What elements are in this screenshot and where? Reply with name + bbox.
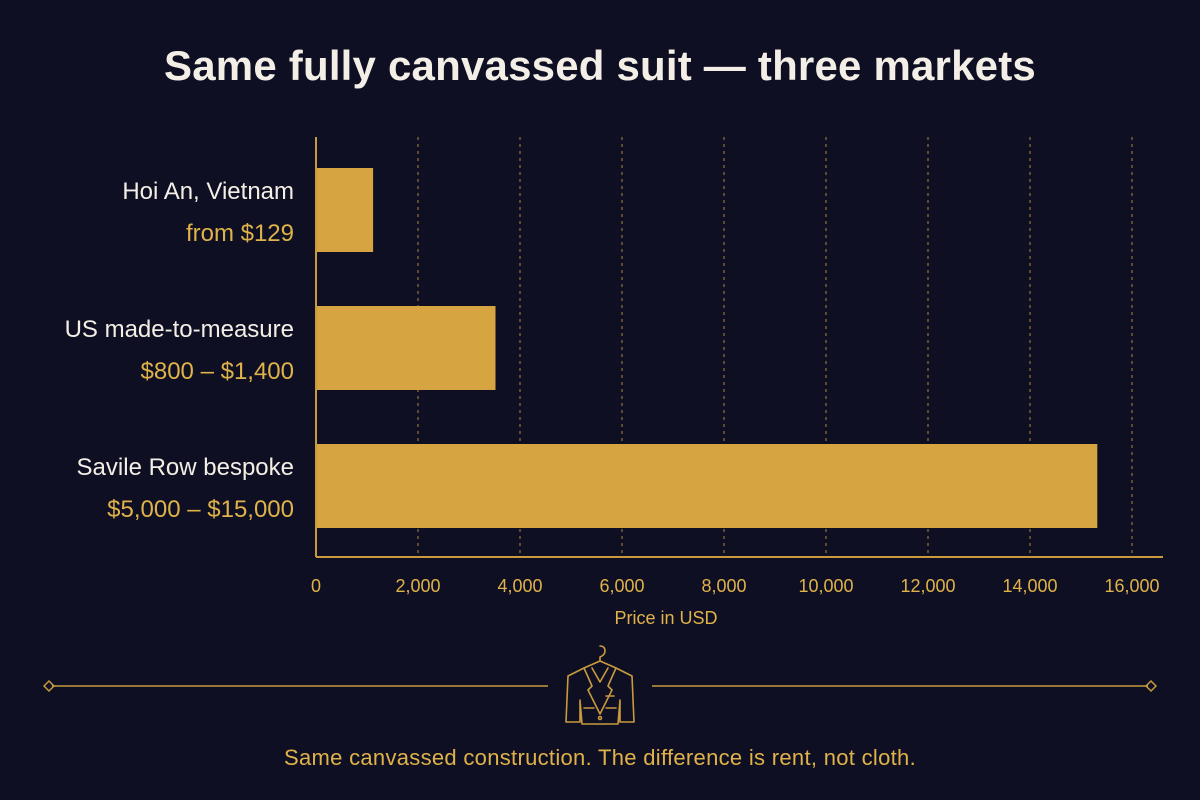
diamond-ornament-right bbox=[1144, 679, 1158, 693]
x-tick-label: 12,000 bbox=[900, 576, 955, 596]
diamond-ornament-left bbox=[42, 679, 56, 693]
bar bbox=[317, 444, 1098, 528]
x-tick-label: 16,000 bbox=[1104, 576, 1159, 596]
category-labels: Hoi An, Vietnam from $129 US made-to-measu… bbox=[65, 178, 294, 523]
chart-title: Same fully canvassed suit — three market… bbox=[164, 42, 1036, 89]
bar-chart: Hoi An, Vietnam from $129 US made-to-measu… bbox=[65, 137, 1163, 628]
bar bbox=[317, 168, 374, 252]
price-label: $800 – $1,400 bbox=[141, 358, 294, 385]
ornamental-divider bbox=[42, 645, 1158, 725]
x-tick-label: 8,000 bbox=[701, 576, 746, 596]
footer-caption: Same canvassed construction. The differe… bbox=[284, 745, 916, 770]
x-tick-label: 0 bbox=[311, 576, 321, 596]
bars bbox=[317, 168, 1098, 528]
category-label: US made-to-measure bbox=[65, 316, 294, 343]
x-tick-label: 2,000 bbox=[395, 576, 440, 596]
x-tick-labels: 0 2,000 4,000 6,000 8,000 10,000 12,000 14,000 1… bbox=[311, 576, 1160, 596]
price-label: from $129 bbox=[186, 220, 294, 247]
suit-jacket-icon bbox=[565, 645, 635, 725]
category-label: Savile Row bespoke bbox=[77, 454, 294, 481]
x-tick-label: 14,000 bbox=[1002, 576, 1057, 596]
x-tick-label: 10,000 bbox=[798, 576, 853, 596]
x-tick-label: 4,000 bbox=[497, 576, 542, 596]
axes bbox=[315, 137, 1163, 558]
price-label: $5,000 – $15,000 bbox=[107, 496, 294, 523]
category-label: Hoi An, Vietnam bbox=[122, 178, 294, 205]
bar bbox=[317, 306, 496, 390]
x-tick-label: 6,000 bbox=[599, 576, 644, 596]
x-axis-label: Price in USD bbox=[614, 608, 717, 628]
